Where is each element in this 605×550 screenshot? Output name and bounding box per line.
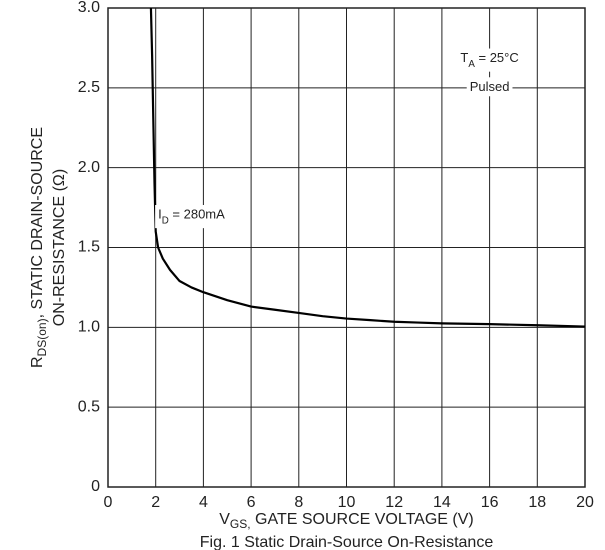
y-axis-label-main: R (29, 356, 46, 368)
annotation-sub: D (162, 215, 169, 226)
y-tick-label: 2.0 (78, 159, 100, 176)
x-axis-label: VGS, GATE SOURCE VOLTAGE (V) (219, 511, 473, 531)
annotation: ID = 280mA (158, 207, 225, 226)
x-tick-label: 14 (433, 494, 451, 511)
annotation-main: T (460, 51, 468, 66)
annotation: TA = 25°C (460, 51, 518, 70)
x-tick-label: 4 (199, 494, 208, 511)
x-axis-label-sub: GS, (230, 517, 251, 531)
y-tick-label: 3.0 (78, 0, 100, 16)
x-tick-label: 20 (576, 494, 594, 511)
annotation-main: Pulsed (470, 79, 510, 94)
x-tick-label: 10 (338, 494, 356, 511)
annotation-rest: = 25°C (475, 51, 519, 66)
annotation-main: I (158, 207, 162, 222)
x-tick-label: 2 (151, 494, 160, 511)
annotation-sub: A (468, 59, 475, 70)
annotation-rest: = 280mA (169, 207, 225, 222)
x-tick-label: 6 (247, 494, 256, 511)
y-axis-label: RDS(on), STATIC DRAIN-SOURCE (29, 127, 49, 368)
y-tick-label: 1.0 (78, 319, 100, 336)
annotation: Pulsed (470, 79, 510, 94)
y-tick-label: 1.5 (78, 239, 100, 256)
x-tick-label: 12 (385, 494, 403, 511)
x-tick-label: 0 (104, 494, 113, 511)
plot-frame (107, 7, 586, 488)
y-axis-label: ON-RESISTANCE (Ω) (51, 169, 68, 326)
y-tick-label: 2.5 (78, 79, 100, 96)
caption: Fig. 1 Static Drain-Source On-Resistance (200, 534, 494, 550)
y-axis-label-rest: , STATIC DRAIN-SOURCE (29, 127, 46, 318)
annotation-background (155, 205, 229, 229)
y-tick-label: 0.5 (78, 398, 100, 415)
x-tick-label: 8 (294, 494, 303, 511)
y-tick-label: 0 (91, 478, 100, 495)
x-tick-label: 16 (481, 494, 499, 511)
y-axis-label-sub: DS(on) (35, 318, 49, 356)
x-tick-label: 18 (528, 494, 546, 511)
x-axis-label-rest: GATE SOURCE VOLTAGE (V) (251, 511, 474, 528)
x-axis-label-main: V (219, 511, 230, 528)
annotation-background (466, 77, 513, 97)
annotation-background (457, 48, 522, 72)
